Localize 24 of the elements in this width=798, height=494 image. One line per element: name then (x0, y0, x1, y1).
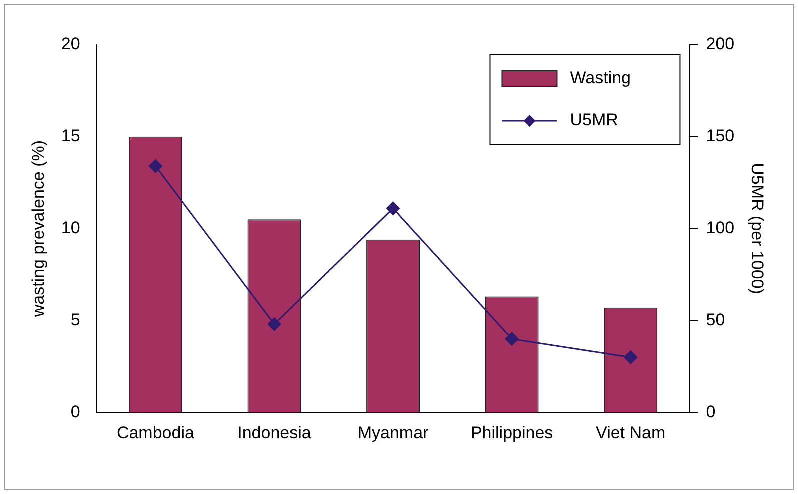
y2-tick-label: 0 (706, 402, 716, 422)
y-tick-label: 10 (61, 218, 80, 238)
y2-tick-label: 150 (706, 126, 735, 146)
point (148, 160, 162, 174)
x-tick-label: Viet Nam (596, 423, 666, 442)
y2-tick-label: 50 (706, 310, 726, 330)
y-tick-label: 15 (61, 126, 80, 146)
y2-tick-label: 200 (706, 34, 735, 54)
point (268, 318, 282, 332)
legend-label: U5MR (570, 110, 618, 130)
point (624, 350, 638, 364)
y-tick-label: 0 (70, 402, 80, 422)
point (386, 202, 400, 216)
y2-tick-label: 100 (706, 218, 735, 238)
x-tick-label: Myanmar (358, 423, 430, 442)
y-tick-label: 5 (70, 310, 80, 330)
y-axis-title: wasting prevalence (%) (28, 140, 48, 318)
legend-label: Wasting (570, 68, 632, 88)
y2-axis-title: U5MR (per 1000) (748, 163, 768, 294)
x-tick-label: Cambodia (116, 423, 195, 442)
x-tick-label: Indonesia (238, 423, 312, 442)
y-tick-label: 20 (61, 34, 80, 54)
point (505, 332, 519, 346)
x-tick-label: Philippines (470, 423, 554, 442)
